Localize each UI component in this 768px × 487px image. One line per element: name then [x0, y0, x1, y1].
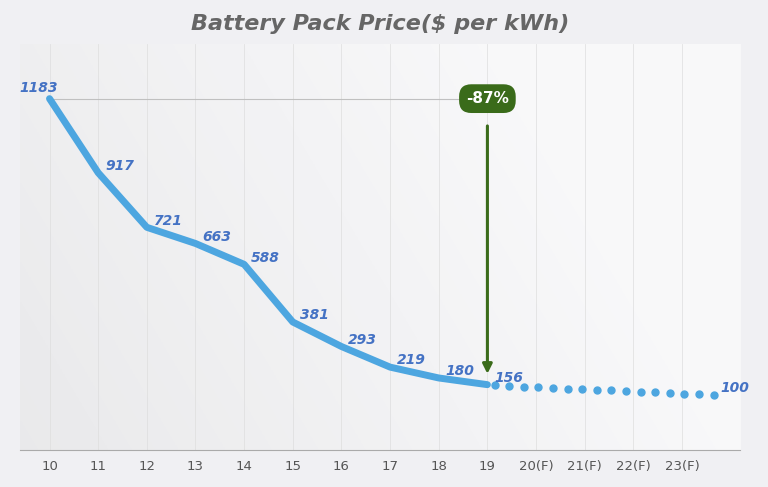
- Text: 219: 219: [397, 354, 426, 367]
- Text: 156: 156: [495, 371, 523, 385]
- Text: 293: 293: [349, 333, 377, 347]
- Text: 100: 100: [720, 381, 750, 395]
- Text: 588: 588: [251, 251, 280, 264]
- Title: Battery Pack Price($ per kWh): Battery Pack Price($ per kWh): [191, 14, 570, 34]
- Text: 1183: 1183: [19, 81, 58, 94]
- Text: 381: 381: [300, 308, 329, 322]
- Text: 663: 663: [203, 230, 231, 244]
- Text: -87%: -87%: [466, 91, 509, 106]
- Text: 180: 180: [445, 364, 475, 378]
- Text: 917: 917: [105, 159, 134, 173]
- Text: 721: 721: [154, 213, 183, 227]
